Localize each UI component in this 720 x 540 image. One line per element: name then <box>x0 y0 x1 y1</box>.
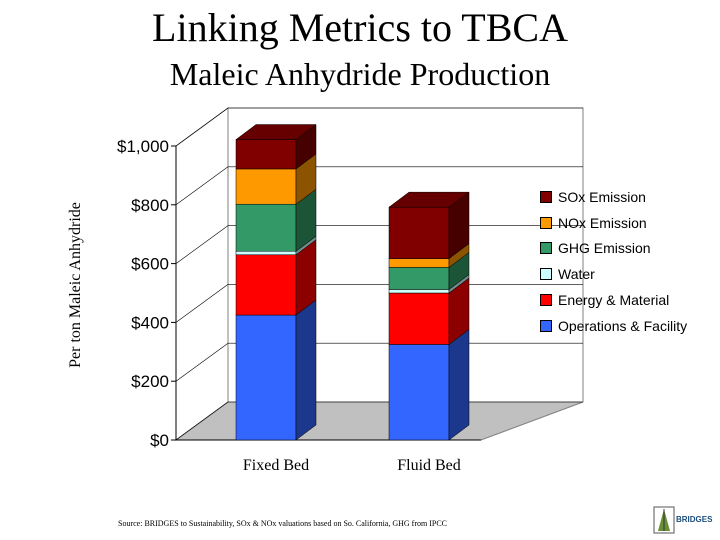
legend-item: GHG Emission <box>540 236 687 262</box>
legend-item: NOx Emission <box>540 210 687 236</box>
gridline-side <box>175 342 229 382</box>
legend: SOx Emission NOx Emission GHG Emission Wate… <box>540 184 687 339</box>
y-tick-label: $400 <box>131 313 169 332</box>
y-tick-label: $200 <box>131 372 169 391</box>
bar-segment <box>235 254 297 316</box>
legend-item: Water <box>540 261 687 287</box>
legend-label: NOx Emission <box>558 214 647 231</box>
bar-segment <box>235 314 297 441</box>
legend-label: SOx Emission <box>558 188 646 205</box>
legend-label: Operations & Facility <box>558 317 688 334</box>
bar-segment <box>235 139 297 170</box>
legend-swatch <box>540 294 552 307</box>
bar-segment-side <box>448 328 470 441</box>
bar-top <box>235 124 317 140</box>
legend-label: Energy & Material <box>558 292 670 309</box>
bridges-logo-icon <box>653 506 675 534</box>
legend-swatch <box>540 190 552 203</box>
bar-segment <box>235 251 297 256</box>
legend-item: Operations & Facility <box>540 313 687 339</box>
gridline-side <box>175 225 229 264</box>
legend-label: Water <box>558 266 595 283</box>
side-wall <box>175 107 229 441</box>
logo-text: BRIDGES <box>676 515 713 524</box>
bar-top <box>388 191 470 208</box>
legend-label: GHG Emission <box>558 240 651 257</box>
legend-swatch <box>540 268 552 281</box>
bar-segment-side <box>295 299 317 441</box>
legend-swatch <box>540 216 552 229</box>
y-tick-label: $1,000 <box>117 137 169 156</box>
y-tick-label: $0 <box>150 431 169 450</box>
legend-item: Energy & Material <box>540 287 687 313</box>
y-tick-label: $800 <box>131 196 169 215</box>
x-category-label: Fixed Bed <box>243 457 309 474</box>
x-category-label: Fluid Bed <box>397 457 461 474</box>
gridline-side <box>175 284 229 323</box>
gridline-side <box>175 166 229 206</box>
bar-segment <box>388 344 450 441</box>
bar-segment <box>388 292 450 345</box>
chart-subtitle: Maleic Anhydride Production <box>169 56 551 92</box>
bar-segment <box>235 203 297 252</box>
bar-segment <box>388 267 450 290</box>
legend-swatch <box>540 242 552 255</box>
gridline-side <box>175 107 229 147</box>
legend-item: SOx Emission <box>540 184 687 210</box>
gridline-side <box>175 401 229 441</box>
y-tick-label: $600 <box>131 255 169 274</box>
source-note: Source: BRIDGES to Sustainability, SOx &… <box>118 519 448 528</box>
legend-swatch <box>540 319 552 332</box>
bar-segment <box>235 168 297 205</box>
bar-segment <box>388 206 450 259</box>
bar-segment <box>388 289 450 294</box>
bar-segment <box>388 258 450 268</box>
chart-title: Linking Metrics to TBCA <box>152 5 568 50</box>
